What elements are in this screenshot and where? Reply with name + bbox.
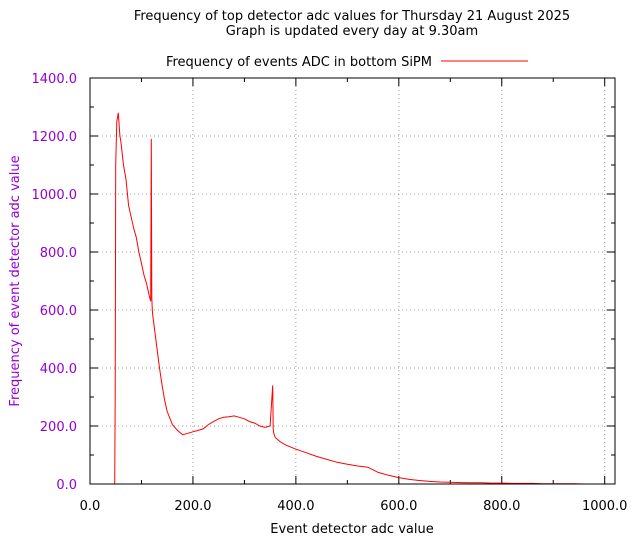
y-tick-label: 1400.0 bbox=[32, 72, 78, 87]
series-line bbox=[114, 112, 595, 485]
x-tick-label: 1000.0 bbox=[582, 499, 628, 514]
x-tick-label: 200.0 bbox=[174, 499, 211, 514]
x-tick-labels: 0.0 200.0 400.0 600.0 800.0 1000.0 bbox=[80, 499, 628, 514]
y-tick-label: 400.0 bbox=[40, 362, 77, 377]
y-tick-label: 200.0 bbox=[40, 420, 77, 435]
chart-title: Frequency of top detector adc values for… bbox=[134, 9, 570, 24]
x-tick-label: 0.0 bbox=[80, 499, 101, 514]
y-axis-label: Frequency of event detector adc value bbox=[8, 155, 23, 406]
y-tick-label: 1200.0 bbox=[32, 130, 78, 145]
y-tick-label: 800.0 bbox=[40, 246, 77, 261]
y-tick-label: 0.0 bbox=[56, 478, 77, 493]
y-tick-label: 600.0 bbox=[40, 304, 77, 319]
gridlines bbox=[90, 78, 615, 484]
x-tick-label: 800.0 bbox=[483, 499, 520, 514]
legend-label: Frequency of events ADC in bottom SiPM bbox=[166, 55, 432, 70]
plot-border bbox=[89, 77, 616, 485]
x-tick-label: 600.0 bbox=[380, 499, 417, 514]
chart-subtitle: Graph is updated every day at 9.30am bbox=[226, 24, 478, 39]
y-tick-labels: 0.0 200.0 400.0 600.0 800.0 1000.0 1200.0 1400.… bbox=[32, 72, 78, 493]
tick-marks bbox=[89, 77, 615, 485]
y-tick-label: 1000.0 bbox=[32, 188, 78, 203]
x-axis-label: Event detector adc value bbox=[270, 522, 433, 537]
x-tick-label: 400.0 bbox=[277, 499, 314, 514]
